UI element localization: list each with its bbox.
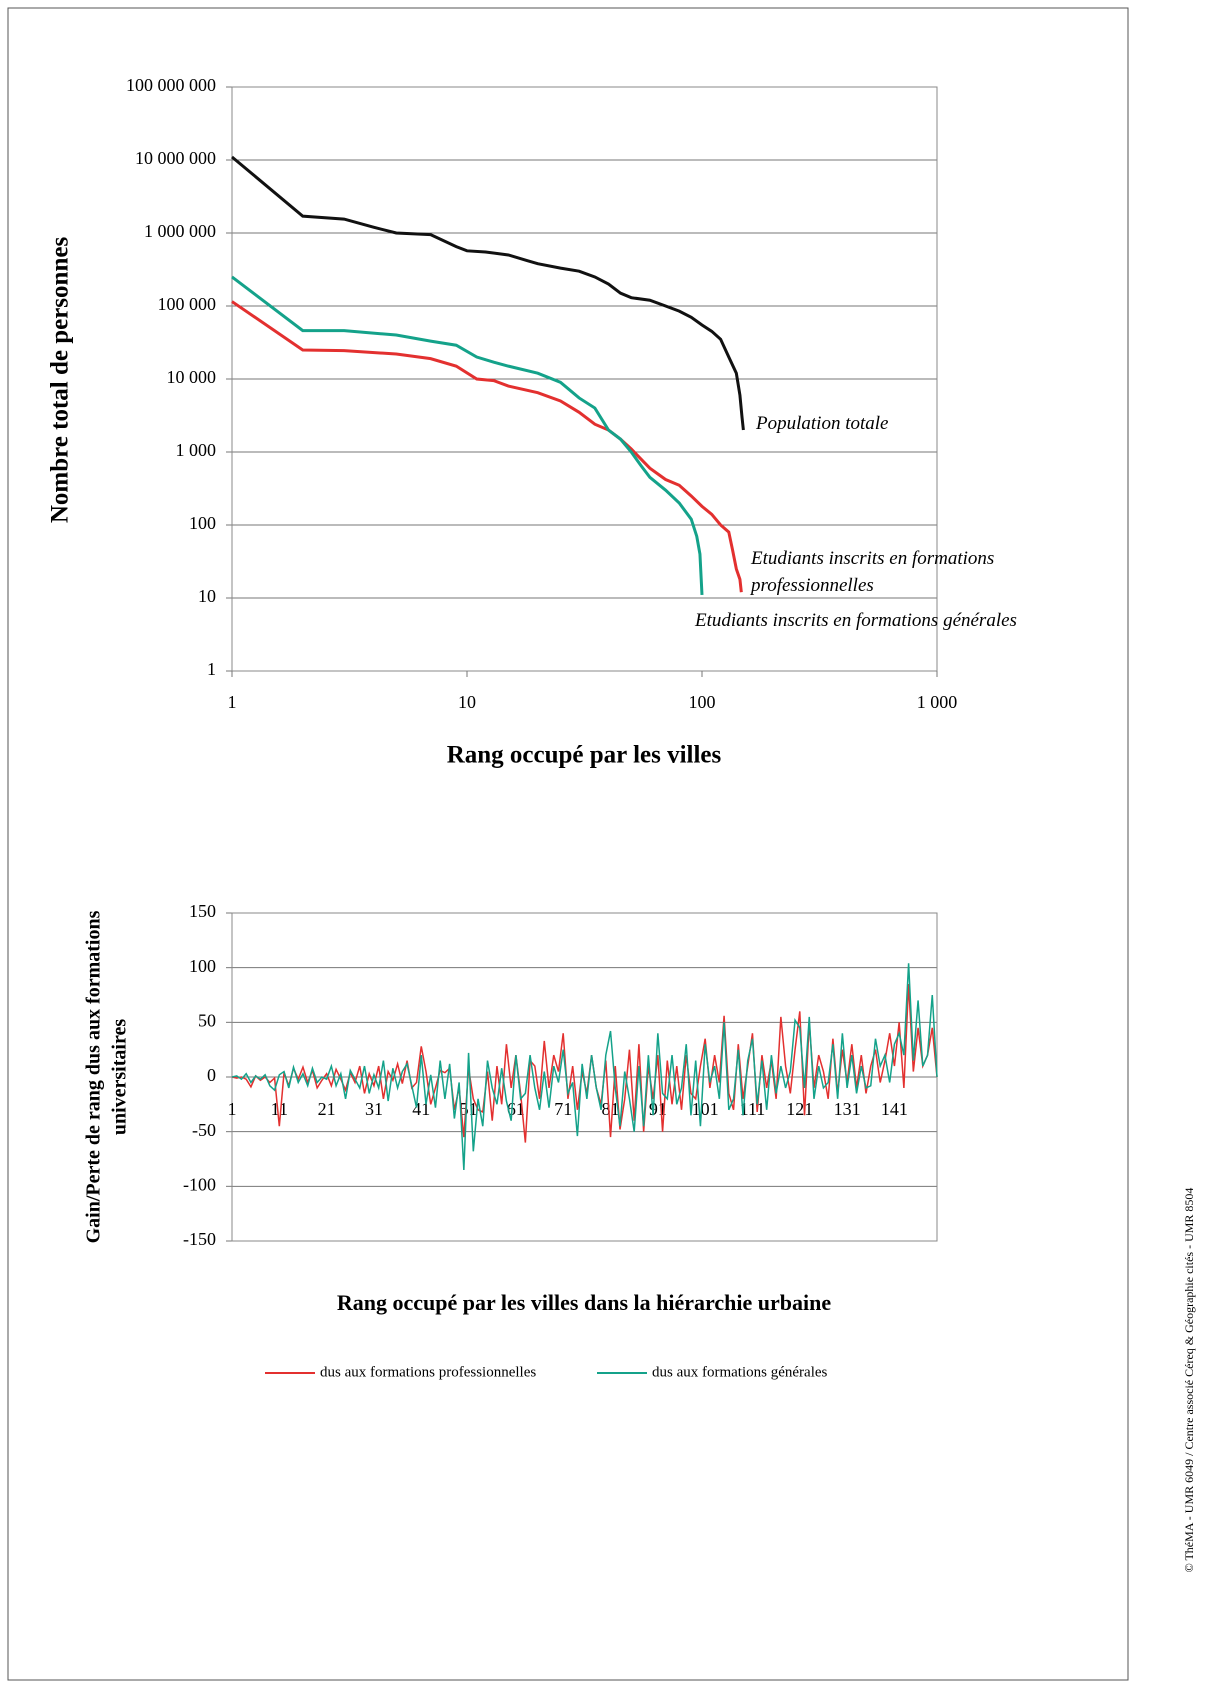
plot-border (231, 86, 938, 672)
y-tick-label: 150 (189, 901, 216, 921)
legend-label: dus aux formations professionnelles (320, 1364, 536, 1380)
x-tick-label: 31 (365, 1099, 383, 1119)
x-tick-label: 21 (318, 1099, 336, 1119)
x-tick-label: 100 (689, 692, 716, 712)
y-tick-label: 10 (198, 586, 216, 606)
x-tick-label: 101 (692, 1099, 719, 1119)
y-tick-label: -150 (183, 1229, 216, 1249)
y-tick-label: 100 000 (158, 294, 217, 314)
y-tick-label: -50 (192, 1120, 216, 1140)
series-label: Etudiants inscrits en formations général… (695, 610, 1017, 631)
x-tick-label: 1 (228, 1099, 237, 1119)
series-line (231, 155, 745, 431)
y-tick-label: 10 000 (167, 367, 217, 387)
x-tick-label: 1 000 (917, 692, 958, 712)
y-axis-title: Nombre total de personnes (47, 237, 74, 524)
frame (7, 7, 1129, 1681)
series-line (231, 275, 704, 596)
y-tick-label: 50 (198, 1010, 216, 1030)
x-tick-label: 11 (271, 1099, 288, 1119)
y-tick-label: 0 (207, 1065, 216, 1085)
series-line (231, 963, 938, 1170)
x-tick-label: 141 (881, 1099, 908, 1119)
x-tick-label: 111 (740, 1099, 766, 1119)
y-tick-label: 1 000 (176, 440, 217, 460)
y-tick-label: 10 000 000 (135, 148, 216, 168)
x-axis-title: Rang occupé par les villes (447, 742, 722, 769)
y-tick-label: 100 (189, 956, 216, 976)
x-tick-label: 121 (786, 1099, 813, 1119)
series-label: Population totale (756, 413, 889, 434)
x-tick-label: 51 (460, 1099, 478, 1119)
x-tick-label: 10 (458, 692, 476, 712)
x-tick-label: 131 (834, 1099, 861, 1119)
legend-label: dus aux formations générales (652, 1364, 828, 1380)
x-tick-label: 71 (554, 1099, 572, 1119)
x-tick-label: 1 (228, 692, 237, 712)
y-tick-label: 100 (189, 513, 216, 533)
y-tick-label: -100 (183, 1174, 216, 1194)
y-tick-label: 1 000 000 (144, 221, 216, 241)
credit: © ThéMA - UMR 6049 / Centre associé Cére… (1182, 1188, 1196, 1573)
y-axis-title: universitaires (109, 1019, 131, 1136)
y-tick-label: 100 000 000 (126, 75, 216, 95)
series-line (231, 300, 743, 593)
y-tick-label: 1 (207, 659, 216, 679)
x-tick-label: 81 (602, 1099, 620, 1119)
y-axis-title: Gain/Perte de rang dus aux formations (83, 910, 105, 1243)
series-label: Etudiants inscrits en formations profess… (751, 548, 995, 596)
x-axis-title: Rang occupé par les villes dans la hiéra… (337, 1290, 831, 1315)
